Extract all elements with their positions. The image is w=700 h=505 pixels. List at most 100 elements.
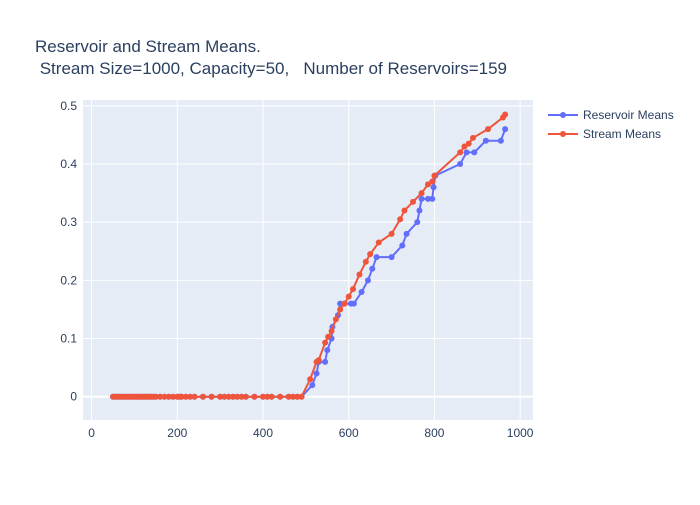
- data-point[interactable]: [350, 286, 356, 293]
- data-point[interactable]: [332, 316, 339, 323]
- data-point[interactable]: [260, 393, 266, 400]
- data-point[interactable]: [328, 327, 335, 334]
- data-point[interactable]: [365, 277, 371, 284]
- x-tick-label: 200: [167, 426, 187, 440]
- y-tick-label: 0: [70, 390, 77, 404]
- data-point[interactable]: [208, 393, 215, 400]
- data-point[interactable]: [337, 300, 344, 307]
- x-tick-label: 800: [424, 426, 444, 440]
- data-point[interactable]: [471, 149, 478, 156]
- data-point[interactable]: [388, 254, 395, 261]
- data-point[interactable]: [502, 126, 509, 133]
- data-point[interactable]: [463, 149, 470, 156]
- data-point[interactable]: [425, 181, 431, 188]
- legend-label: Stream Means: [583, 127, 661, 141]
- data-point[interactable]: [369, 265, 376, 272]
- legend: Reservoir Means Stream Means: [548, 108, 674, 141]
- data-point[interactable]: [502, 111, 509, 118]
- data-point[interactable]: [182, 393, 189, 400]
- data-point[interactable]: [350, 300, 357, 307]
- data-point[interactable]: [191, 393, 198, 400]
- data-point[interactable]: [178, 393, 185, 400]
- data-point[interactable]: [425, 195, 431, 202]
- data-point[interactable]: [290, 393, 296, 400]
- data-point[interactable]: [431, 172, 438, 179]
- data-point[interactable]: [187, 393, 194, 400]
- y-tick-label: 0.4: [60, 157, 77, 171]
- data-point[interactable]: [165, 393, 172, 400]
- legend-item[interactable]: Reservoir Means: [548, 108, 674, 122]
- data-point[interactable]: [430, 184, 437, 191]
- data-point[interactable]: [161, 393, 168, 400]
- legend-label: Reservoir Means: [583, 108, 674, 122]
- data-point[interactable]: [414, 219, 421, 226]
- data-point[interactable]: [429, 178, 436, 185]
- data-point[interactable]: [217, 393, 224, 400]
- data-point[interactable]: [242, 393, 249, 400]
- data-point[interactable]: [307, 376, 314, 383]
- data-point[interactable]: [324, 347, 331, 354]
- data-point[interactable]: [388, 230, 395, 237]
- data-point[interactable]: [200, 393, 206, 400]
- data-point[interactable]: [294, 393, 301, 400]
- data-point[interactable]: [345, 293, 352, 300]
- y-tick-label: 0.1: [60, 332, 77, 346]
- data-point[interactable]: [403, 230, 410, 237]
- data-point[interactable]: [325, 333, 332, 340]
- chart-title-line-1: Reservoir and Stream Means.: [35, 37, 261, 56]
- series-stream-means[interactable]: [110, 111, 509, 400]
- data-point[interactable]: [277, 393, 284, 400]
- data-point[interactable]: [356, 271, 363, 278]
- data-point[interactable]: [315, 357, 322, 364]
- data-point[interactable]: [230, 393, 236, 400]
- data-point[interactable]: [375, 239, 382, 246]
- data-point[interactable]: [341, 300, 348, 307]
- data-point[interactable]: [461, 143, 468, 150]
- data-point[interactable]: [397, 216, 404, 223]
- data-point[interactable]: [418, 190, 425, 197]
- data-point[interactable]: [399, 242, 406, 249]
- data-point[interactable]: [285, 393, 292, 400]
- data-point[interactable]: [157, 393, 164, 400]
- data-point[interactable]: [429, 195, 436, 202]
- data-point[interactable]: [418, 195, 425, 202]
- data-point[interactable]: [485, 126, 491, 133]
- data-point[interactable]: [470, 134, 476, 141]
- data-point[interactable]: [457, 149, 464, 156]
- legend-item[interactable]: Stream Means: [548, 127, 661, 141]
- data-point[interactable]: [482, 137, 489, 144]
- data-point[interactable]: [367, 251, 374, 258]
- data-point[interactable]: [373, 254, 380, 261]
- data-point[interactable]: [313, 370, 320, 377]
- data-point[interactable]: [251, 393, 258, 400]
- data-point[interactable]: [497, 137, 504, 144]
- data-point[interactable]: [410, 198, 416, 205]
- data-point[interactable]: [322, 358, 329, 365]
- legend-marker: [560, 131, 566, 137]
- data-point[interactable]: [264, 393, 271, 400]
- x-tick-label: 1000: [507, 426, 534, 440]
- data-point[interactable]: [322, 339, 329, 346]
- data-point[interactable]: [465, 140, 472, 147]
- data-point[interactable]: [234, 393, 241, 400]
- data-point[interactable]: [337, 306, 344, 313]
- data-point[interactable]: [225, 393, 232, 400]
- data-point[interactable]: [401, 207, 408, 214]
- data-point[interactable]: [152, 393, 159, 400]
- data-point[interactable]: [362, 258, 369, 265]
- data-point[interactable]: [238, 393, 245, 400]
- chart-title-line-2: Stream Size=1000, Capacity=50, Number of…: [35, 59, 507, 78]
- y-axis-ticks: 0 0.1 0.2 0.3 0.4 0.5: [60, 99, 77, 404]
- data-point[interactable]: [309, 382, 316, 389]
- y-tick-label: 0.2: [60, 273, 77, 287]
- data-point[interactable]: [298, 393, 305, 400]
- y-tick-label: 0.5: [60, 99, 77, 113]
- data-point[interactable]: [221, 393, 228, 400]
- x-tick-label: 0: [88, 426, 95, 440]
- data-point[interactable]: [358, 289, 365, 295]
- data-point[interactable]: [170, 393, 176, 400]
- data-point[interactable]: [457, 161, 464, 167]
- data-point[interactable]: [416, 207, 423, 214]
- data-point[interactable]: [268, 393, 275, 400]
